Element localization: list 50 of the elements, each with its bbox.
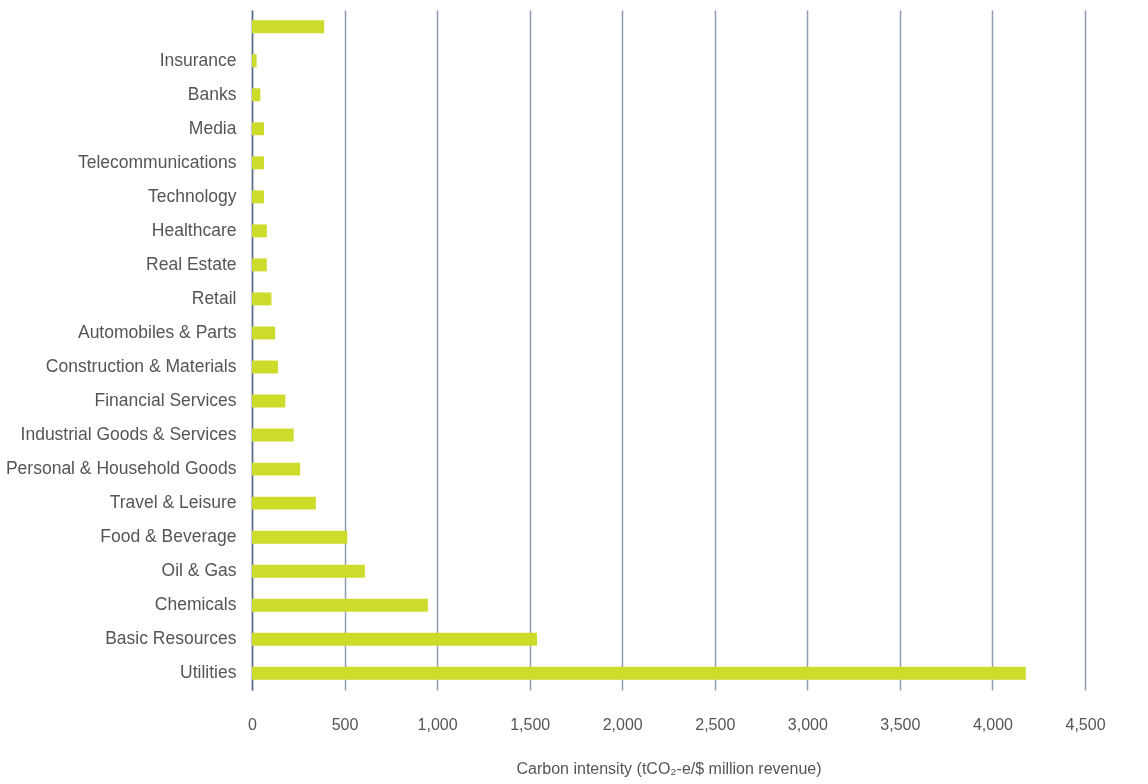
bar [252,428,294,442]
y-tick-label: Food & Beverage [100,526,237,547]
bar [252,496,316,510]
y-tick-label: Chemicals [154,594,237,615]
bar [252,462,301,476]
y-tick-label: Telecommunications [77,151,237,172]
bar [252,394,286,408]
x-tick-label: 2,500 [695,715,736,733]
y-tick-label: Personal & Household Goods [5,458,237,479]
y-tick-label: Healthcare [151,219,237,240]
bar [252,666,1026,680]
x-tick-label: 500 [331,715,359,733]
y-tick-label: Real Estate [146,253,237,274]
y-tick-label: Utilities [180,662,237,683]
x-axis-title: Carbon intensity (tCO₂-e/$ million revenue) [516,759,822,777]
y-tick-label: Industrial Goods & Services [20,424,237,445]
y-tick-label: Construction & Materials [45,356,237,377]
bar [252,360,278,374]
bar [252,292,272,306]
bar [252,20,325,34]
bar [252,632,538,646]
bar [252,156,265,170]
bar [252,224,267,238]
bar [252,326,276,340]
x-tick-label: 0 [248,715,258,733]
x-tick-label: 4,000 [972,715,1014,733]
y-tick-label: Basic Resources [105,628,237,649]
y-tick-label: Media [188,117,237,138]
bar [252,122,265,136]
y-tick-label: Insurance [159,49,237,70]
x-tick-label: 2,000 [602,715,643,733]
bar [252,88,261,102]
bar [252,598,428,612]
bar [252,564,365,578]
bar [252,530,348,544]
y-tick-label: Banks [187,83,237,104]
x-tick-label: 3,500 [880,715,921,733]
x-tick-label: 1,500 [510,715,551,733]
x-tick-label: 1,000 [417,715,458,733]
y-tick-label: Technology [147,185,237,206]
y-tick-label: Travel & Leisure [109,492,237,513]
x-tick-label: 4,500 [1065,715,1106,733]
y-tick-label: Financial Services [94,390,237,411]
bar [252,54,257,68]
bar [252,190,265,204]
y-tick-label: Automobiles & Parts [77,321,237,342]
y-tick-label: Retail [191,287,237,308]
x-tick-label: 3,000 [787,715,828,733]
bar [252,258,267,272]
y-tick-label: Oil & Gas [161,560,237,581]
